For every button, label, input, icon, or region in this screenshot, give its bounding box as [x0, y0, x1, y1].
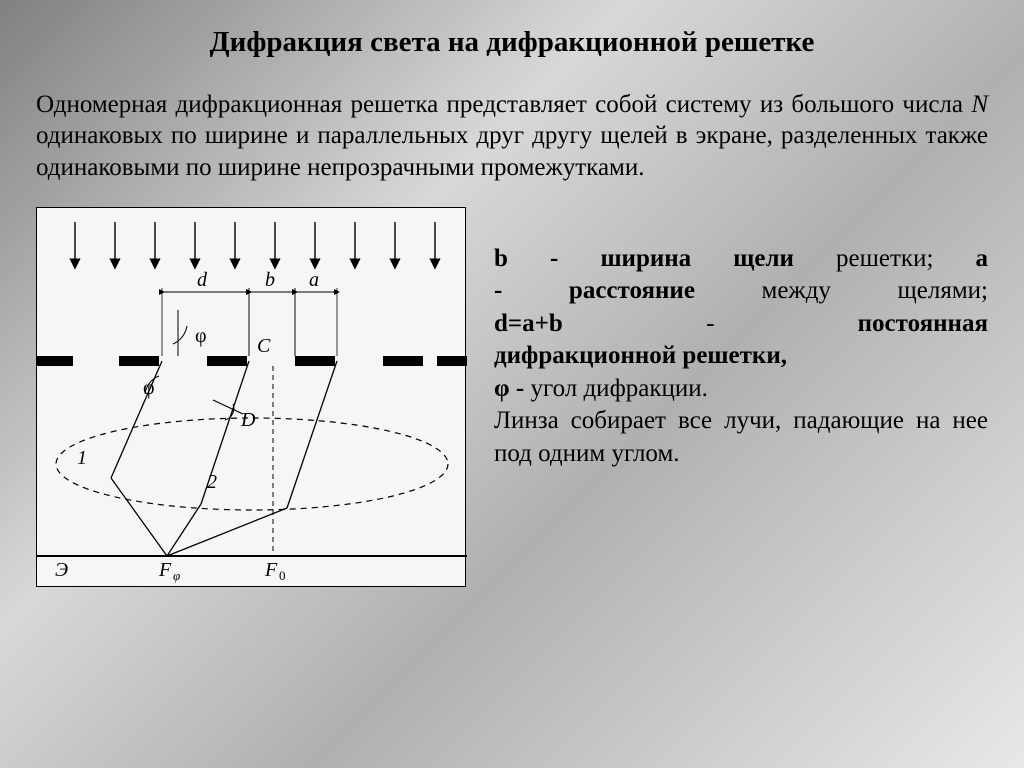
diagram: dbaCDφφ12ЭFφF0	[36, 207, 466, 587]
legend-phi-desc: угол дифракции.	[530, 375, 707, 402]
legend-d-eq: d=a+b	[494, 310, 563, 337]
legend-dash: -	[563, 310, 858, 337]
legend: b - ширина щели решетки; a - расстояние …	[494, 207, 988, 471]
svg-text:D: D	[240, 409, 256, 431]
svg-text:F: F	[158, 559, 172, 581]
legend-phi: φ -	[494, 375, 530, 402]
svg-text:φ: φ	[173, 568, 180, 583]
svg-text:F: F	[264, 559, 278, 581]
legend-a-tail: между щелями;	[695, 277, 988, 304]
svg-text:b: b	[265, 269, 275, 291]
svg-text:C: C	[257, 335, 271, 357]
intro-part1: Одномерная дифракционная решетка предста…	[36, 91, 971, 118]
svg-text:φ: φ	[195, 325, 207, 347]
svg-text:Э: Э	[55, 559, 68, 581]
intro-paragraph: Одномерная дифракционная решетка предста…	[36, 89, 988, 183]
legend-lens: Линза собирает все лучи, падающие на нее…	[494, 407, 988, 467]
content-row: dbaCDφφ12ЭFφF0 b - ширина щели решетки; …	[36, 207, 988, 587]
svg-text:d: d	[197, 269, 208, 291]
svg-text:0: 0	[279, 568, 286, 583]
svg-text:a: a	[309, 269, 319, 291]
legend-a-desc: - расстояние	[494, 277, 695, 304]
svg-text:φ: φ	[143, 377, 155, 399]
intro-part2: одинаковых по ширине и параллельных друг…	[36, 122, 988, 180]
legend-d-desc-1: постоянная	[858, 310, 988, 337]
legend-d-desc-2: дифракционной решетки,	[494, 342, 787, 369]
legend-a: a	[976, 245, 989, 272]
legend-b-tail: решетки;	[794, 245, 976, 272]
legend-b: b	[494, 245, 508, 272]
page-title: Дифракция света на дифракционной решетке	[36, 26, 988, 59]
legend-b-desc: - ширина щели	[508, 245, 794, 272]
svg-text:1: 1	[77, 447, 87, 469]
svg-text:2: 2	[207, 471, 217, 493]
intro-N: N	[971, 91, 988, 118]
